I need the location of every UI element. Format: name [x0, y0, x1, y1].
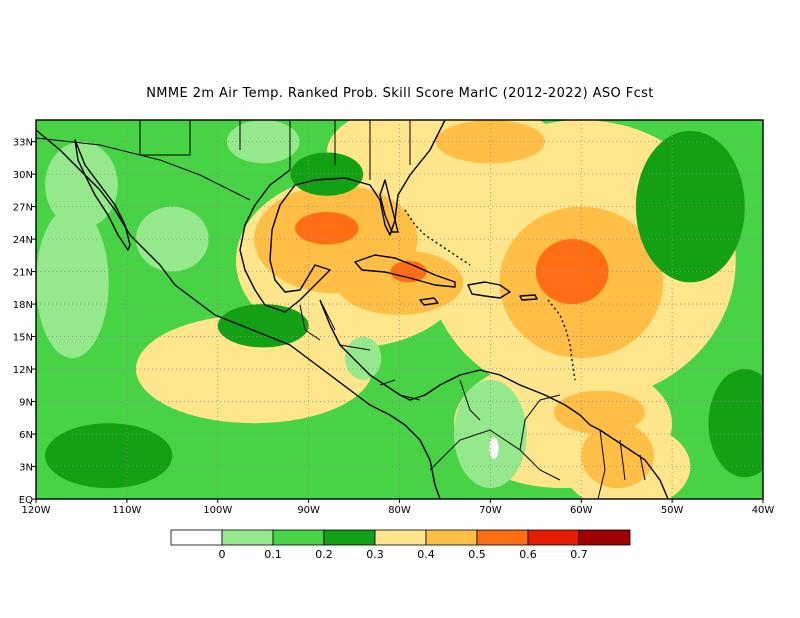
axis-ticks: 120W 110W 100W 90W 80W 70W 60W 50W 40W EQ 3N 6N 9N 12…: [13, 138, 775, 516]
score-field: [36, 120, 763, 499]
colorbar-swatch: [476, 529, 529, 546]
baja-california-outline: [74, 139, 131, 251]
colorbar-label: 0.4: [417, 548, 435, 561]
score-blob-0.1: [45, 141, 118, 229]
y-tick-label: 3N: [19, 463, 33, 474]
score-blob-0.1: [226, 120, 300, 164]
us-mexico-border: [36, 137, 251, 201]
x-tick-label: 60W: [570, 505, 593, 516]
colorbar-swatch: [221, 529, 274, 546]
x-tick-label: 80W: [388, 505, 411, 516]
colorbar-label: 0.3: [366, 548, 384, 561]
y-tick-label: 12N: [13, 365, 33, 376]
score-blob-0.3: [45, 423, 173, 489]
colorbar-swatch: [425, 529, 478, 546]
y-tick-label: 27N: [13, 203, 33, 214]
mexico-pacific-coastline: [36, 129, 441, 499]
us-state-borders: [139, 120, 411, 180]
score-blob-0.5: [581, 423, 654, 489]
x-tick-label: 110W: [112, 505, 141, 516]
score-blob-0.3: [708, 369, 763, 478]
y-tick-label: 24N: [13, 235, 33, 246]
x-tick-label: 50W: [661, 505, 684, 516]
y-tick-label: 18N: [13, 300, 33, 311]
score-blob-0.1: [36, 206, 109, 359]
score-blob-0.1: [454, 379, 527, 489]
colorbar: 0 0.1 0.2 0.3 0.4 0.5 0.6 0.7: [170, 529, 631, 561]
chart-title: NMME 2m Air Temp. Ranked Prob. Skill Sco…: [146, 86, 654, 101]
lesser-antilles-arc: [547, 299, 576, 381]
hispaniola-outline: [467, 281, 511, 299]
x-tick-label: 100W: [203, 505, 232, 516]
colorbar-label: 0.1: [264, 548, 282, 561]
florida-outline: [379, 179, 399, 233]
y-tick-label: 30N: [13, 170, 33, 181]
colorbar-swatch: [578, 529, 631, 546]
colorbar-label: 0.2: [315, 548, 333, 561]
score-blob-0.6: [294, 212, 359, 245]
score-blob-0.3: [217, 304, 309, 348]
y-tick-label: 21N: [13, 268, 33, 279]
puerto-rico-outline: [519, 294, 538, 301]
colorbar-label: 0.6: [519, 548, 537, 561]
score-blob-0.1: [344, 336, 382, 380]
colorbar-swatch: [170, 529, 223, 546]
score-blob-0.5: [435, 120, 545, 164]
score-blob-0: [489, 437, 499, 459]
x-tick-label: 40W: [752, 505, 775, 516]
central-america-coastline: [319, 299, 591, 426]
colorbar-swatch: [374, 529, 427, 546]
colorbar-swatch: [272, 529, 325, 546]
y-tick-label: 9N: [19, 398, 33, 409]
gulf-of-mexico-coastline: [239, 120, 446, 313]
y-tick-label: 15N: [13, 333, 33, 344]
x-tick-label: 90W: [297, 505, 320, 516]
colorbar-swatch: [527, 529, 580, 546]
score-blob-0.4: [135, 314, 373, 424]
score-blob-0.3: [635, 130, 745, 283]
borders: [36, 120, 646, 499]
y-tick-label: 6N: [19, 430, 33, 441]
colorbar-label: 0.7: [570, 548, 588, 561]
central-america-borders: [299, 299, 421, 401]
cuba-outline: [354, 254, 456, 288]
map-plot-area: [36, 120, 763, 499]
colorbar-label: 0: [219, 548, 226, 561]
bahamas-islands: [404, 209, 471, 266]
jamaica-outline: [419, 297, 439, 306]
south-america-borders: [429, 379, 646, 499]
y-tick-label: 33N: [13, 138, 33, 149]
y-tick-label: EQ: [19, 495, 33, 506]
x-tick-label: 120W: [22, 505, 51, 516]
colorbar-label: 0.5: [468, 548, 486, 561]
x-tick-label: 70W: [479, 505, 502, 516]
colorbar-swatch: [323, 529, 376, 546]
